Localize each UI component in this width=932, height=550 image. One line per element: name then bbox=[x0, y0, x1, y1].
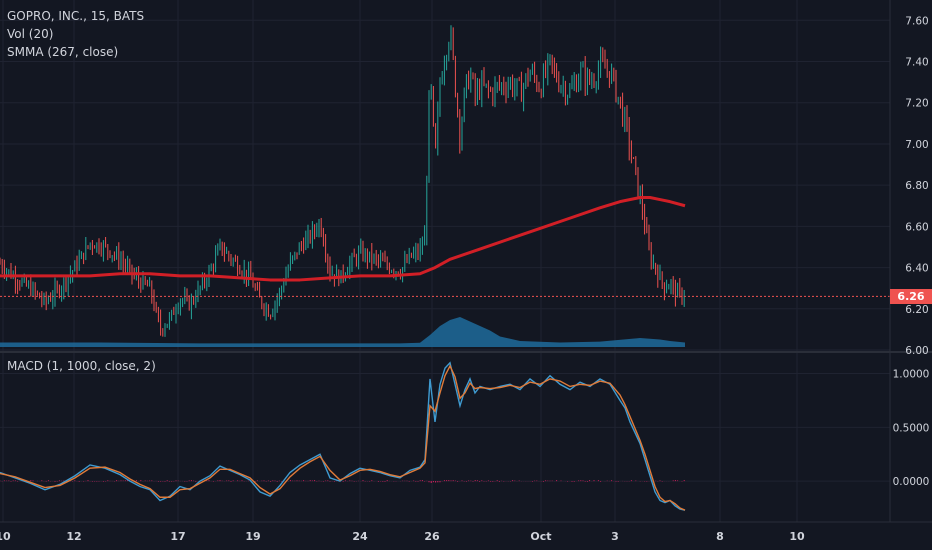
time-tick-label: Oct bbox=[530, 530, 551, 543]
chart-grid bbox=[0, 0, 890, 522]
volume-area-fill bbox=[0, 317, 685, 347]
macd-axis[interactable]: 1.0000 0.5000 0.0000 bbox=[893, 369, 930, 489]
last-price-label: 6.26 bbox=[890, 289, 932, 305]
time-tick-label: 3 bbox=[611, 530, 619, 543]
price-tick-label: 6.00 bbox=[905, 345, 928, 357]
time-tick-label: 24 bbox=[352, 530, 368, 543]
smma-path bbox=[0, 196, 686, 282]
time-tick-label: 17 bbox=[170, 530, 185, 543]
time-tick-label: 19 bbox=[245, 530, 260, 543]
smma-line bbox=[0, 196, 686, 282]
price-axis[interactable]: 7.60 7.40 7.20 7.00 6.80 6.60 6.40 6.20 6.00 bbox=[905, 15, 928, 357]
price-tick-label: 6.60 bbox=[905, 221, 928, 233]
time-tick-label: 12 bbox=[66, 530, 81, 543]
time-tick-label: 10 bbox=[0, 530, 11, 543]
macd-tick-label: 0.5000 bbox=[893, 422, 930, 434]
volume-area bbox=[0, 317, 685, 347]
time-axis[interactable]: 10 12 17 19 24 26 Oct 3 8 10 bbox=[0, 530, 805, 543]
macd-pane bbox=[0, 361, 686, 511]
time-tick-label: 10 bbox=[789, 530, 805, 543]
macd-tick-label: 1.0000 bbox=[893, 369, 930, 381]
price-tick-label: 6.20 bbox=[905, 304, 928, 316]
macd-legend[interactable]: MACD (1, 1000, close, 2) bbox=[7, 359, 156, 373]
price-candles bbox=[0, 25, 685, 337]
price-tick-label: 7.60 bbox=[905, 15, 928, 27]
price-tick-label: 7.40 bbox=[905, 57, 928, 69]
price-tick-label: 6.80 bbox=[905, 180, 928, 192]
price-tick-label: 6.40 bbox=[905, 263, 928, 275]
volume-legend[interactable]: Vol (20) bbox=[7, 27, 54, 41]
smma-legend[interactable]: SMMA (267, close) bbox=[7, 45, 119, 59]
time-tick-label: 8 bbox=[716, 530, 724, 543]
price-tick-label: 7.20 bbox=[905, 98, 928, 110]
macd-tick-label: 0.0000 bbox=[893, 476, 930, 488]
time-tick-label: 26 bbox=[424, 530, 440, 543]
macd-signal-line bbox=[0, 364, 686, 511]
price-tick-label: 7.00 bbox=[905, 139, 928, 151]
symbol-legend[interactable]: GOPRO, INC., 15, BATS bbox=[7, 9, 145, 23]
